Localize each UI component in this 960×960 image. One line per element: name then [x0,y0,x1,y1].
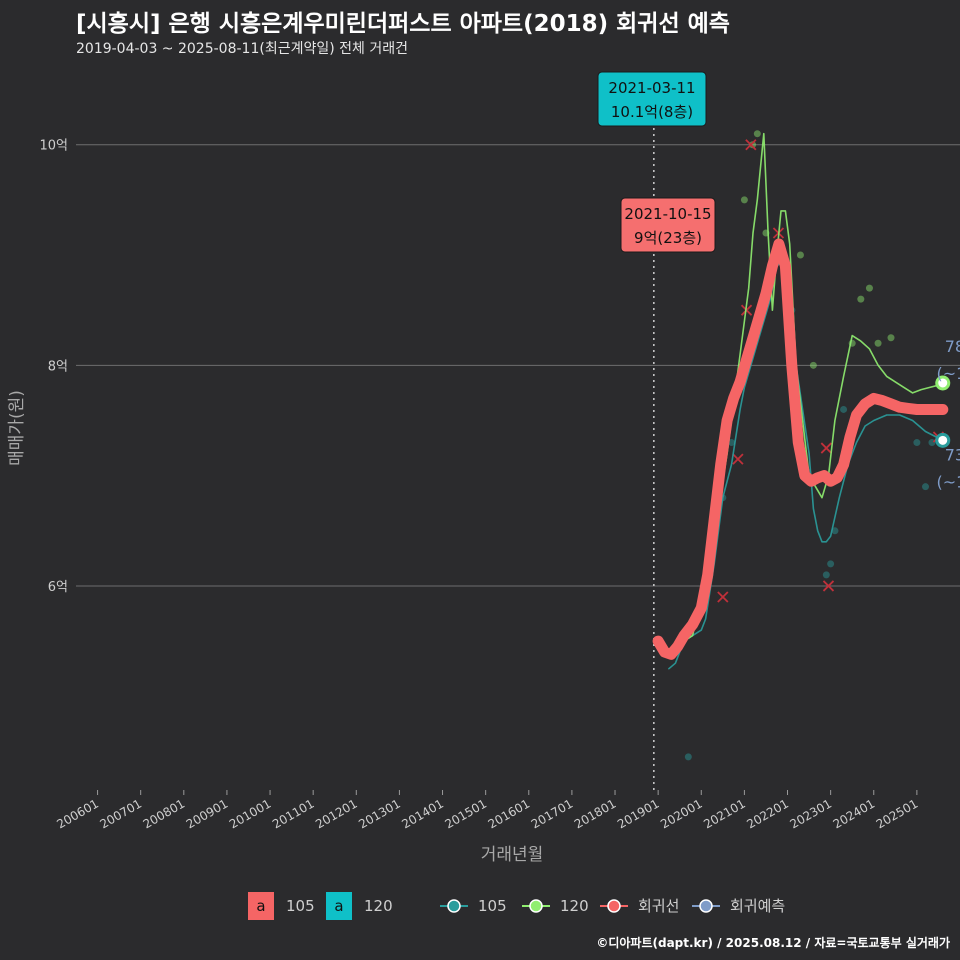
cross-marker [717,591,729,603]
legend-fill-key [248,892,274,920]
x-tick-label: 202501 [874,796,921,831]
annotation-price: 9억(23층) [634,229,702,247]
scatter-point [753,130,761,138]
legend-fill-label: 105 [286,897,315,915]
regression-line [652,238,949,660]
scatter-point [740,196,748,204]
legend-line-marker [447,899,461,913]
x-axis-title: 거래년월 [481,845,544,865]
legend-fill-label: 120 [364,897,393,915]
legend-line-label: 회귀예측 [730,897,785,915]
x-tick-label: 201301 [356,796,403,831]
scatter-point [913,439,921,447]
page-title: [시흥시] 은행 시흥은계우미린더퍼스트 아파트(2018) 회귀선 예측 [76,11,730,37]
scatter-point [840,405,848,413]
x-tick-label: 201701 [529,796,576,831]
x-tick-label: 201801 [572,796,619,831]
legend-line-marker [607,899,621,913]
scatter-point [749,141,757,149]
scatter-point [684,753,692,761]
scatter-point [857,295,865,303]
x-tick-label: 202101 [701,796,748,831]
legend-line-label: 105 [478,897,507,915]
annotation-price: 10.1억(8층) [611,103,693,121]
legend-fill-letter: a [334,897,343,915]
x-tick-label: 201901 [615,796,662,831]
annotation-box [597,71,707,127]
scatter-point [831,527,839,535]
y-tick-label: 6억 [48,580,68,595]
legend-line-marker [529,899,543,913]
page-subtitle: 2019-04-03 ~ 2025-08-11(최근계약일) 전체 거래건 [76,41,408,57]
scatter-point [874,339,882,347]
end-point-marker [935,432,951,448]
scatter-point [822,571,830,579]
end-label-area: (~120㎡) [937,364,960,383]
end-label-value: 73,243 [945,445,960,464]
cross-marker [822,580,835,592]
x-tick-label: 201401 [399,796,446,831]
legend-line-label: 120 [560,897,589,915]
cross-marker [820,442,832,454]
legend-line-label: 회귀선 [638,897,679,915]
cross-marker [745,139,757,151]
legend-line-marker [699,899,713,913]
x-tick-label: 201201 [313,796,360,831]
scatter-point [796,251,804,259]
series-line-120 [683,132,944,642]
x-tick-label: 202201 [744,796,791,831]
x-tick-label: 201001 [227,796,274,831]
x-tick-label: 200701 [98,796,145,831]
x-tick-label: 201601 [486,796,533,831]
y-tick-label: 8억 [48,359,68,374]
scatter-point [865,284,873,292]
annotation-date: 2021-03-11 [608,79,695,97]
y-tick-label: 10억 [39,139,68,154]
x-tick-label: 200901 [184,796,231,831]
x-tick-label: 200801 [141,796,188,831]
annotation-date: 2021-10-15 [624,205,711,223]
end-label-area: (~105㎡) [937,472,960,491]
x-tick-label: 200601 [54,796,101,831]
x-tick-label: 201101 [270,796,317,831]
end-label-value: 78,375 [945,337,960,356]
annotation-box [620,197,716,253]
x-tick-label: 202401 [831,796,878,831]
scatter-point [809,361,817,369]
x-tick-label: 202301 [787,796,834,831]
scatter-point [922,483,930,491]
scatter-point [887,334,895,342]
cross-marker [732,453,744,465]
credit-line: ©디아파트(dapt.kr) / 2025.08.12 / 자료=국토교통부 실… [596,936,950,950]
end-point-marker [935,375,951,391]
y-axis-title: 매매가(원) [7,390,27,466]
x-tick-label: 201501 [442,796,489,831]
legend-fill-letter: a [256,897,265,915]
x-tick-label: 202001 [658,796,705,831]
scatter-point [827,560,835,568]
legend-fill-key [326,892,352,920]
